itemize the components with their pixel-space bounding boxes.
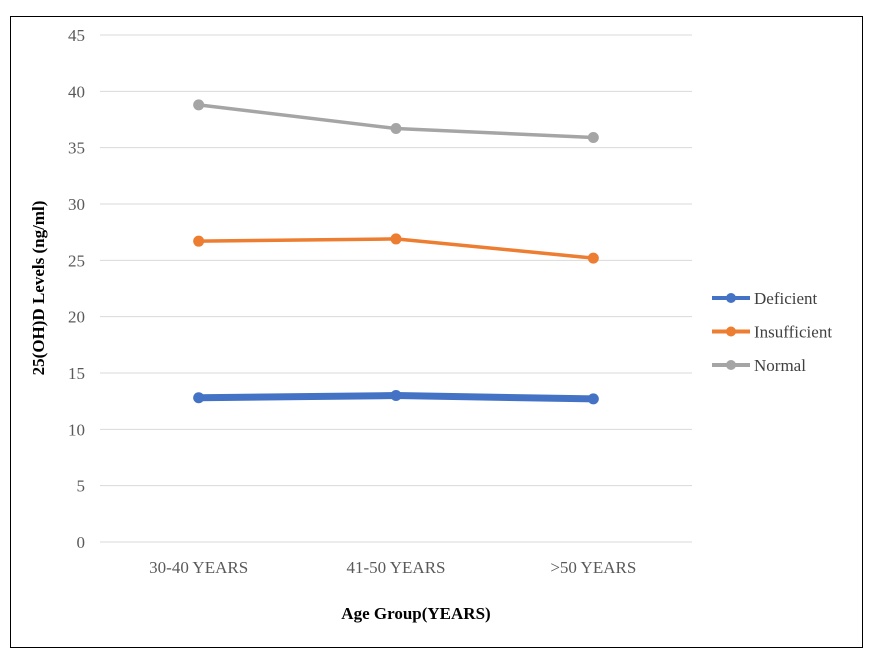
x-axis-title: Age Group(YEARS) xyxy=(341,604,490,623)
y-tick-label-0: 0 xyxy=(77,533,86,552)
legend-label-insufficient: Insufficient xyxy=(754,323,832,342)
x-tick-label-2: 41-50 YEARS xyxy=(346,558,445,577)
data-point-insufficient-2 xyxy=(390,233,402,245)
data-point-insufficient-1 xyxy=(193,235,205,247)
x-tick-label-1: 30-40 YEARS xyxy=(149,558,248,577)
y-tick-label-20: 20 xyxy=(68,308,85,327)
y-axis-title: 25(OH)D Levels (ng/ml) xyxy=(29,201,48,376)
series-lines xyxy=(193,99,599,405)
legend-marker-deficient xyxy=(726,293,736,303)
data-point-deficient-2 xyxy=(390,390,402,402)
y-tick-label-5: 5 xyxy=(77,477,86,496)
data-point-normal-1 xyxy=(193,99,205,111)
data-point-deficient-1 xyxy=(193,392,205,404)
data-point-normal-3 xyxy=(587,132,599,144)
data-point-deficient-3 xyxy=(587,393,599,405)
legend-marker-insufficient xyxy=(726,326,736,337)
x-tick-label-3: >50 YEARS xyxy=(550,558,636,577)
legend-label-normal: Normal xyxy=(754,356,806,375)
y-tick-label-40: 40 xyxy=(68,82,85,101)
y-tick-label-30: 30 xyxy=(68,195,85,214)
y-tick-label-35: 35 xyxy=(68,139,85,158)
data-point-normal-2 xyxy=(390,123,402,135)
y-axis-ticks: 0 5 10 15 20 25 30 35 40 45 xyxy=(68,26,85,552)
legend: Deficient Insufficient Normal xyxy=(712,289,832,375)
x-axis-ticks: 30-40 YEARS 41-50 YEARS >50 YEARS xyxy=(149,558,636,577)
y-tick-label-45: 45 xyxy=(68,26,85,45)
y-tick-label-15: 15 xyxy=(68,364,85,383)
y-tick-label-25: 25 xyxy=(68,251,85,270)
legend-label-deficient: Deficient xyxy=(754,289,818,308)
data-point-insufficient-3 xyxy=(587,252,599,264)
y-tick-label-10: 10 xyxy=(68,420,85,439)
legend-marker-normal xyxy=(726,360,736,370)
gridlines xyxy=(100,34,692,543)
